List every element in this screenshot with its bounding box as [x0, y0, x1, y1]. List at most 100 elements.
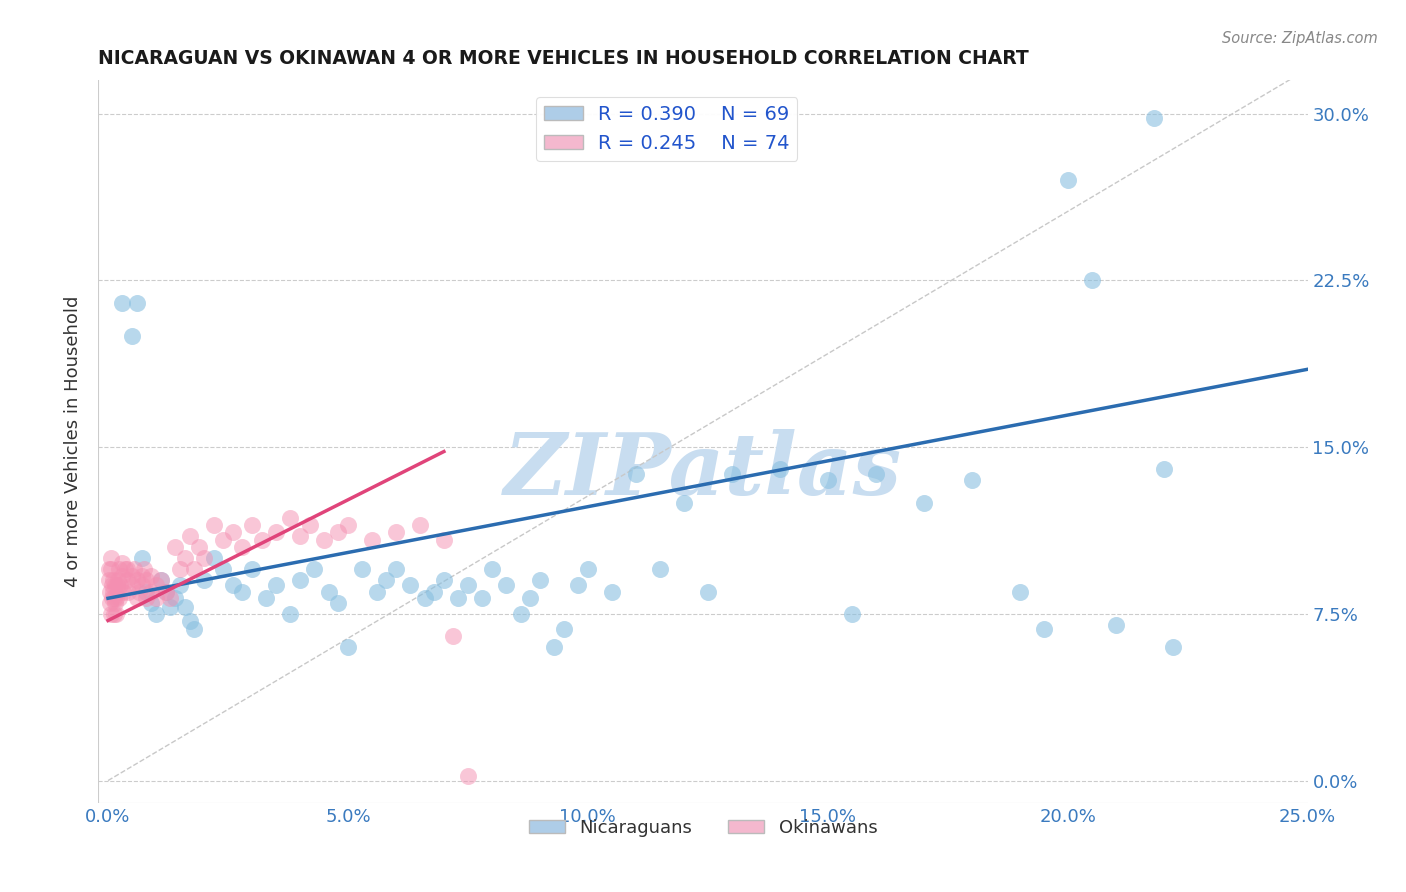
Point [576, 562, 599, 576]
Point [173, 600, 195, 615]
Point [865, 467, 887, 481]
Point [280, 511, 302, 525]
Point [111, 556, 134, 570]
Point [471, 591, 494, 606]
Point [509, 607, 531, 621]
Point [105, 591, 128, 606]
Point [111, 569, 134, 583]
Point [960, 474, 983, 488]
Point [222, 524, 245, 539]
Point [125, 591, 148, 606]
Point [155, 584, 177, 599]
Point [495, 578, 517, 592]
Point [131, 569, 153, 583]
Point [159, 600, 181, 615]
Point [159, 591, 181, 606]
Point [222, 578, 245, 592]
Point [100, 607, 122, 621]
Point [1161, 640, 1184, 655]
Point [145, 578, 167, 592]
Point [409, 517, 432, 532]
Point [457, 578, 479, 592]
Point [132, 562, 155, 576]
Point [179, 614, 201, 628]
Point [121, 329, 143, 343]
Point [103, 607, 125, 621]
Y-axis label: 4 or more Vehicles in Household: 4 or more Vehicles in Household [63, 296, 82, 587]
Point [336, 517, 359, 532]
Point [135, 574, 157, 588]
Point [1153, 462, 1175, 476]
Point [128, 584, 150, 599]
Point [672, 496, 695, 510]
Point [385, 562, 408, 576]
Point [841, 607, 863, 621]
Point [361, 533, 384, 548]
Point [328, 524, 350, 539]
Point [385, 524, 408, 539]
Point [240, 562, 263, 576]
Point [165, 540, 187, 554]
Point [104, 578, 127, 592]
Point [188, 540, 211, 554]
Point [1104, 618, 1126, 632]
Point [101, 574, 124, 588]
Point [145, 591, 167, 606]
Point [304, 562, 326, 576]
Point [912, 496, 935, 510]
Point [399, 578, 422, 592]
Point [105, 578, 128, 592]
Point [115, 562, 138, 576]
Text: NICARAGUAN VS OKINAWAN 4 OR MORE VEHICLES IN HOUSEHOLD CORRELATION CHART: NICARAGUAN VS OKINAWAN 4 OR MORE VEHICLE… [98, 48, 1029, 68]
Point [169, 562, 191, 576]
Point [104, 596, 127, 610]
Point [149, 574, 172, 588]
Text: Source: ZipAtlas.com: Source: ZipAtlas.com [1222, 31, 1378, 46]
Point [318, 584, 340, 599]
Point [111, 295, 134, 310]
Point [131, 551, 153, 566]
Point [250, 533, 273, 548]
Point [328, 596, 350, 610]
Point [264, 578, 287, 592]
Point [107, 574, 129, 588]
Point [193, 574, 215, 588]
Point [624, 467, 647, 481]
Point [648, 562, 671, 576]
Point [115, 574, 138, 588]
Point [312, 533, 335, 548]
Point [433, 574, 456, 588]
Point [447, 591, 470, 606]
Point [375, 574, 398, 588]
Point [817, 474, 839, 488]
Point [100, 562, 122, 576]
Point [1080, 273, 1102, 287]
Point [114, 562, 136, 576]
Point [98, 562, 121, 576]
Point [103, 591, 125, 606]
Point [519, 591, 541, 606]
Point [202, 551, 225, 566]
Point [179, 529, 201, 543]
Point [100, 551, 122, 566]
Point [107, 584, 129, 599]
Point [101, 578, 124, 592]
Point [165, 591, 187, 606]
Point [769, 462, 792, 476]
Point [212, 562, 235, 576]
Point [183, 562, 205, 576]
Point [288, 529, 311, 543]
Point [135, 584, 157, 599]
Point [125, 574, 148, 588]
Point [231, 584, 253, 599]
Point [1143, 111, 1166, 125]
Point [423, 584, 446, 599]
Point [108, 591, 131, 606]
Point [696, 584, 718, 599]
Point [529, 574, 551, 588]
Point [98, 574, 121, 588]
Text: ZIPatlas: ZIPatlas [503, 429, 903, 512]
Point [240, 517, 263, 532]
Point [141, 584, 163, 599]
Point [101, 591, 124, 606]
